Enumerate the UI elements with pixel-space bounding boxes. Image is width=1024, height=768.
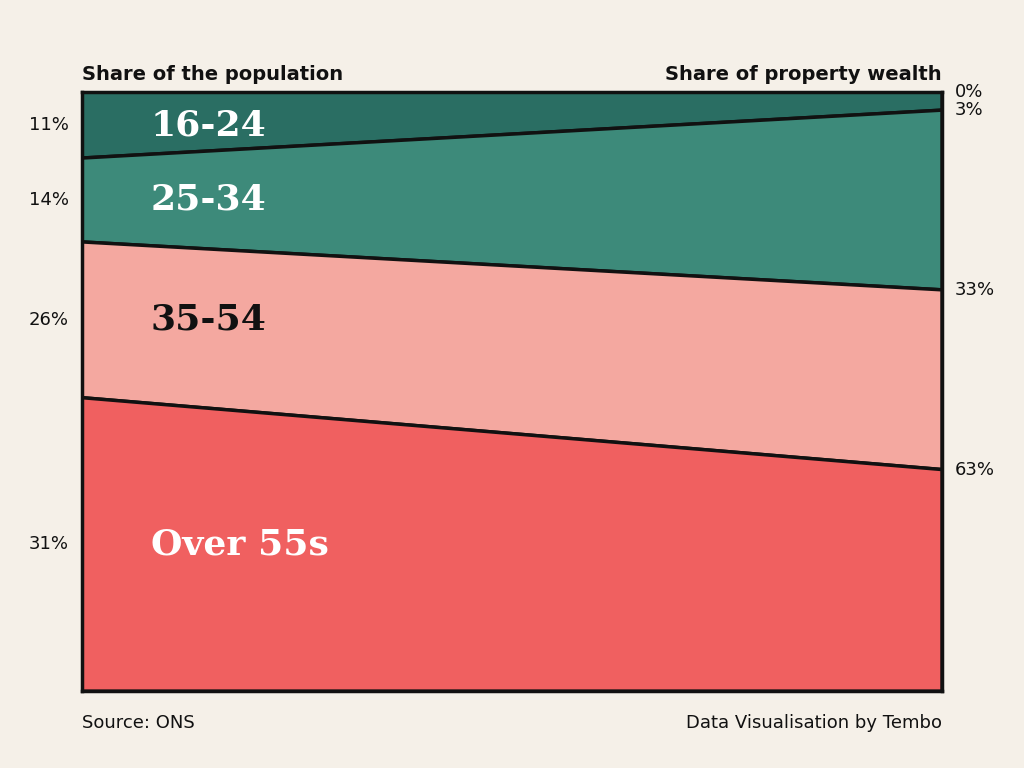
Text: 16-24: 16-24 [151,108,266,142]
Text: 31%: 31% [29,535,69,554]
Text: Share of the population: Share of the population [82,65,343,84]
Text: 3%: 3% [955,101,984,119]
Text: Share of property wealth: Share of property wealth [666,65,942,84]
Polygon shape [82,110,942,290]
Text: 11%: 11% [29,116,69,134]
Text: Over 55s: Over 55s [151,528,329,561]
Text: 0%: 0% [955,83,983,101]
Polygon shape [82,398,942,691]
Text: 33%: 33% [955,281,995,299]
Text: Source: ONS: Source: ONS [82,714,195,732]
Text: 25-34: 25-34 [151,183,266,217]
Text: 14%: 14% [29,191,69,209]
Text: Data Visualisation by Tembo: Data Visualisation by Tembo [686,714,942,732]
Text: 63%: 63% [955,461,995,478]
Polygon shape [82,242,942,469]
Text: 26%: 26% [29,311,69,329]
Polygon shape [82,92,942,158]
Text: 35-54: 35-54 [151,303,266,337]
